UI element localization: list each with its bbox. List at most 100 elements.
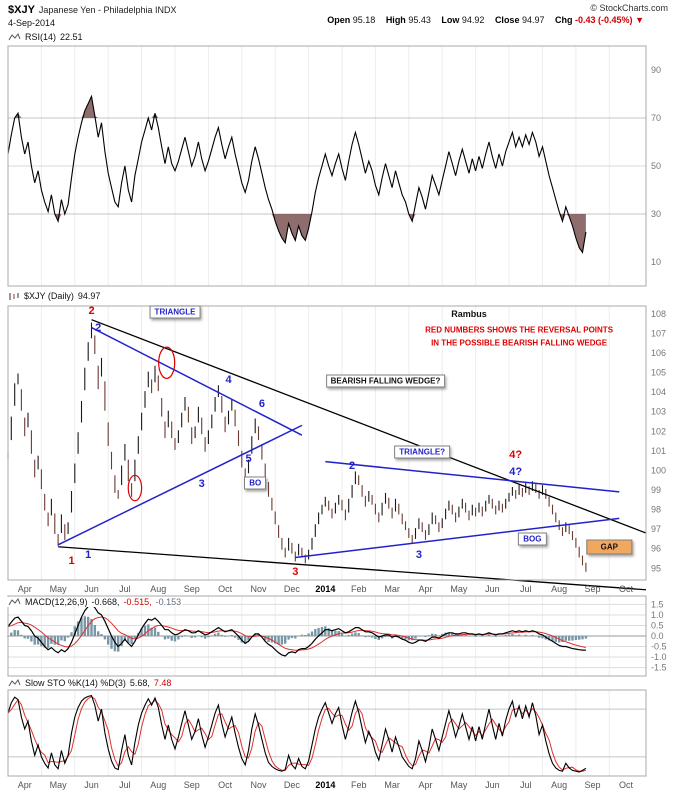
macd-histogram-bar <box>474 636 477 637</box>
macd-histogram-bar <box>97 631 100 636</box>
macd-histogram-bar <box>320 627 324 636</box>
month-label: May <box>50 584 68 594</box>
sto-panel-border <box>7 689 647 777</box>
macd-histogram-bar <box>437 635 441 636</box>
macd-histogram-bar <box>257 634 260 636</box>
macd-histogram-bar <box>103 636 107 640</box>
macd-histogram-bar <box>401 636 404 639</box>
macd-histogram-bar <box>380 636 384 639</box>
macd-histogram-bar <box>377 636 380 640</box>
macd-histogram-bar <box>143 625 147 636</box>
sto-name: Slow STO %K(14) %D(3) <box>25 678 126 688</box>
month-label: Apr <box>18 780 32 790</box>
macd-histogram-bar <box>297 635 300 636</box>
reversal-ellipse <box>127 474 143 502</box>
month-label: Sep <box>585 584 601 594</box>
axis-label: 104 <box>651 387 666 397</box>
indicator-line-icon <box>8 597 21 605</box>
month-label: May <box>50 780 68 790</box>
axis-label: 108 <box>651 309 666 319</box>
reversal-ellipse <box>158 346 176 380</box>
price-label: $XJY (Daily) 94.97 <box>6 291 103 301</box>
sto-value-2: 7.48 <box>153 678 172 688</box>
macd-histogram-bar <box>170 636 173 641</box>
macd-histogram-bar <box>76 621 80 636</box>
month-label: Aug <box>150 584 166 594</box>
month-label: Jul <box>119 584 131 594</box>
macd-histogram-bar <box>514 635 517 636</box>
high-label: High <box>385 15 406 25</box>
macd-histogram-bar <box>300 634 304 636</box>
macd-histogram-bar <box>350 633 354 636</box>
close-label: Close <box>494 15 520 25</box>
macd-histogram-bar <box>83 616 86 636</box>
macd-histogram-bar <box>360 635 364 636</box>
rsi-label: RSI(14) 22.51 <box>6 32 85 42</box>
axis-label: 96 <box>651 544 661 554</box>
chg-value: -0.43 (-0.45%) <box>575 15 633 25</box>
macd-histogram-bar <box>220 634 223 636</box>
macd-histogram-bar <box>464 634 467 636</box>
macd-histogram-bar <box>531 635 534 636</box>
indicator-line-icon <box>8 32 21 40</box>
macd-histogram-bar <box>16 630 20 636</box>
macd-histogram-bar <box>310 631 314 636</box>
macd-histogram-bar <box>451 633 454 636</box>
macd-histogram-bar <box>447 632 451 636</box>
macd-histogram-bar <box>30 636 33 642</box>
month-label: Jun <box>84 780 99 790</box>
macd-histogram-bar <box>527 635 531 637</box>
chart-title: $XJY Japanese Yen - Philadelphia INDX <box>8 4 177 16</box>
macd-histogram-bar <box>250 636 253 637</box>
month-label: Jun <box>485 584 500 594</box>
month-label: Nov <box>251 584 268 594</box>
macd-histogram-bar <box>100 634 103 636</box>
macd-histogram-bar <box>467 635 471 637</box>
macd-histogram-bar <box>484 635 487 637</box>
macd-line <box>7 603 586 657</box>
sto-value-1: 5.68, <box>129 678 150 688</box>
macd-histogram-bar <box>477 635 481 637</box>
price-name: $XJY (Daily) <box>24 291 74 301</box>
macd-histogram-bar <box>163 636 167 640</box>
macd-histogram-bar <box>481 636 484 637</box>
axis-label: 97 <box>651 524 661 534</box>
triangle2-upper-line <box>325 460 620 493</box>
axis-label: 107 <box>651 328 666 338</box>
macd-histogram-bar <box>46 636 50 648</box>
macd-histogram-bar <box>270 636 274 643</box>
macd-histogram-bar <box>367 636 370 637</box>
macd-histogram-bar <box>70 632 73 636</box>
macd-histogram-bar <box>277 636 280 645</box>
macd-histogram-bar <box>581 636 584 640</box>
axis-label: 0.5 <box>651 620 664 630</box>
macd-histogram-bar <box>547 636 551 641</box>
macd-histogram-bar <box>441 633 444 636</box>
macd-histogram-bar <box>578 636 581 640</box>
macd-histogram-bar <box>66 636 70 638</box>
axis-label: 101 <box>651 446 666 456</box>
macd-histogram-bar <box>153 627 157 636</box>
macd-histogram-bar <box>80 617 83 636</box>
macd-histogram-bar <box>317 627 320 636</box>
macd-histogram-bar <box>471 635 474 637</box>
macd-histogram-bar <box>504 635 507 636</box>
macd-histogram-bar <box>344 635 347 637</box>
macd-histogram-bar <box>230 635 233 636</box>
macd-label: MACD(12,26,9) -0.668, -0.515, -0.153 <box>6 597 184 607</box>
macd-histogram-bar <box>287 636 290 640</box>
rsi-value: 22.51 <box>60 32 83 42</box>
macd-histogram-bar <box>20 634 23 636</box>
axis-label: -1.0 <box>651 652 667 662</box>
macd-histogram-bar <box>354 632 357 636</box>
month-label: Dec <box>284 584 301 594</box>
macd-histogram-bar <box>521 635 524 637</box>
macd-histogram-bar <box>233 636 237 638</box>
month-label: Aug <box>551 780 567 790</box>
month-label: Oct <box>218 780 233 790</box>
macd-histogram-bar <box>200 636 203 638</box>
macd-histogram-bar <box>107 636 110 645</box>
macd-histogram-bar <box>167 636 170 639</box>
macd-histogram-bar <box>56 636 60 645</box>
macd-histogram-bar <box>568 636 571 641</box>
